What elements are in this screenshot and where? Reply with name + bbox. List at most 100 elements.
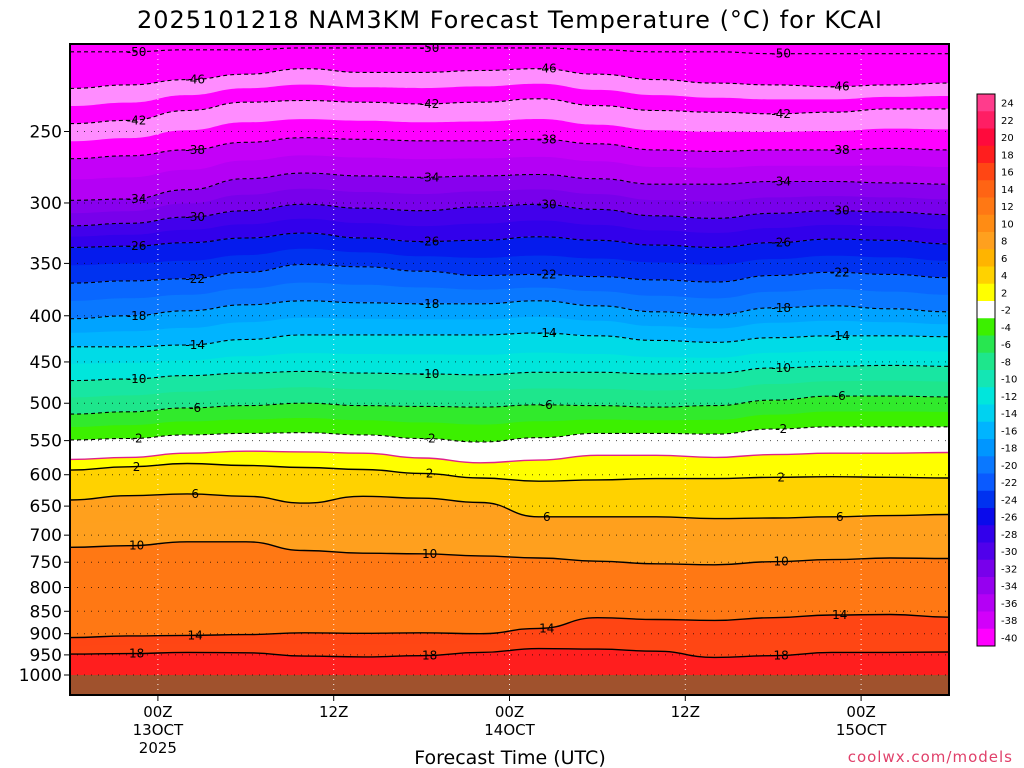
colorbar-label: 14 bbox=[1001, 185, 1014, 196]
colorbar-label: 6 bbox=[1001, 254, 1007, 265]
colorbar-label: 12 bbox=[1001, 202, 1014, 213]
contour-labels: -50 -50 -50 -46 -46 -46 -42 -42 -42 -38 -38 -38 -34 -… bbox=[127, 44, 850, 663]
colorbar-swatch bbox=[977, 318, 995, 336]
colorbar-label: -22 bbox=[1001, 478, 1017, 489]
colorbar-label: -38 bbox=[1001, 616, 1017, 627]
contour-line-0 bbox=[70, 450, 949, 464]
colorbar-label: -30 bbox=[1001, 547, 1017, 558]
x-tick-label: 00Z bbox=[143, 703, 172, 721]
y-tick-label: 500 bbox=[30, 394, 62, 414]
colorbar-swatch bbox=[977, 542, 995, 561]
temperature-subband bbox=[70, 137, 949, 180]
contour-label: -10 bbox=[771, 361, 791, 375]
temperature-band bbox=[70, 451, 949, 482]
contour-label: -46 bbox=[537, 62, 557, 76]
contour-label: -6 bbox=[541, 398, 553, 412]
colorbar-swatch bbox=[977, 301, 995, 319]
contour-label: -50 bbox=[771, 47, 791, 61]
contour-label: -18 bbox=[127, 309, 147, 323]
colorbar-label: 4 bbox=[1001, 271, 1007, 282]
x-tick-date: 13OCT bbox=[133, 721, 184, 739]
x-tick-label: 12Z bbox=[319, 703, 348, 721]
y-tick-label: 250 bbox=[30, 122, 62, 142]
x-tick-date: 14OCT bbox=[484, 721, 535, 739]
colorbar-swatch bbox=[977, 335, 995, 354]
contour-label: 14 bbox=[832, 608, 847, 622]
colorbar-swatch bbox=[977, 473, 995, 492]
colorbar-frame bbox=[976, 93, 996, 647]
contour-label: -38 bbox=[537, 132, 557, 146]
contour-label: -6 bbox=[189, 401, 201, 415]
colorbar-swatch bbox=[977, 559, 995, 578]
colorbar-label: 22 bbox=[1001, 116, 1014, 127]
colorbar-swatch bbox=[977, 197, 995, 216]
colorbar-label: 16 bbox=[1001, 168, 1014, 179]
colorbar: 24 22 20 18 16 14 12 10 8 6 4 2 -2 -4 -6 -8 -10 -12 -14 -16… bbox=[976, 93, 1017, 647]
contour-line--34 bbox=[70, 172, 949, 201]
temperature-band bbox=[70, 44, 949, 54]
contour-line--6 bbox=[70, 395, 949, 415]
colorbar-swatch bbox=[977, 525, 995, 543]
contour-label: 10 bbox=[774, 555, 789, 569]
isotherm-contours bbox=[70, 47, 949, 659]
colorbar-swatch bbox=[977, 214, 995, 233]
contour-line-10 bbox=[70, 541, 949, 566]
contour-line-14 bbox=[70, 613, 949, 639]
contour-label: 14 bbox=[188, 628, 203, 642]
colorbar-swatch bbox=[977, 249, 995, 267]
colorbar-label: -26 bbox=[1001, 513, 1017, 524]
colorbar-swatch bbox=[977, 128, 995, 147]
y-tick-label: 350 bbox=[30, 254, 62, 274]
colorbar-swatch bbox=[977, 577, 995, 595]
colorbar-swatch bbox=[977, 611, 995, 630]
colorbar-label: 20 bbox=[1001, 133, 1014, 144]
colorbar-label: 18 bbox=[1001, 150, 1014, 161]
contour-label: -22 bbox=[830, 265, 850, 279]
contour-label: -22 bbox=[537, 267, 557, 281]
y-tick-label: 850 bbox=[30, 602, 62, 622]
contour-label: 2 bbox=[777, 470, 785, 484]
colorbar-swatch bbox=[977, 145, 995, 164]
colorbar-label: -36 bbox=[1001, 599, 1017, 610]
contour-label: 2 bbox=[426, 466, 434, 480]
x-axis-label: Forecast Time (UTC) bbox=[414, 747, 605, 768]
colorbar-swatch bbox=[977, 283, 995, 302]
contour-label: -18 bbox=[420, 297, 440, 311]
site-credit: coolwx.com/models bbox=[848, 748, 1013, 766]
contour-label: -34 bbox=[771, 174, 791, 188]
plot-area: -50 -50 -50 -46 -46 -46 -42 -42 -42 -38 -38 -38 -34 -… bbox=[70, 44, 949, 695]
temperature-subband bbox=[70, 333, 949, 364]
colorbar-label: -32 bbox=[1001, 564, 1017, 575]
contour-line--46 bbox=[70, 68, 949, 89]
y-axis: 250 300 350 400 450 500 550 600 650 700 750 800 850 9… bbox=[19, 122, 70, 686]
colorbar-label: -20 bbox=[1001, 461, 1017, 472]
contour-label: -42 bbox=[127, 113, 147, 127]
y-tick-label: 950 bbox=[30, 646, 62, 666]
colorbar-label: -24 bbox=[1001, 495, 1017, 506]
contour-label: -10 bbox=[420, 367, 440, 381]
colorbar-label: -40 bbox=[1001, 633, 1017, 644]
contour-label: -30 bbox=[185, 210, 205, 224]
contour-line--18 bbox=[70, 300, 949, 320]
y-tick-label: 600 bbox=[30, 466, 62, 486]
y-tick-label: 750 bbox=[30, 553, 62, 573]
temperature-subband bbox=[70, 68, 949, 106]
colorbar-swatch bbox=[977, 421, 995, 440]
contour-label: -42 bbox=[420, 97, 440, 111]
y-tick-label: 450 bbox=[30, 353, 62, 373]
x-tick-date: 15OCT bbox=[836, 721, 887, 739]
colorbar-label: -4 bbox=[1001, 323, 1011, 334]
contour-line-18 bbox=[70, 647, 949, 659]
y-tick-label: 400 bbox=[30, 307, 62, 327]
y-tick-label: 900 bbox=[30, 625, 62, 645]
contour-label: -38 bbox=[185, 143, 205, 157]
contour-label: -2 bbox=[775, 422, 787, 436]
x-tick-year: 2025 bbox=[139, 739, 177, 757]
contour-label: 18 bbox=[129, 647, 144, 661]
contour-line--42 bbox=[70, 98, 949, 125]
colorbar-swatch bbox=[977, 594, 995, 612]
colorbar-label: 10 bbox=[1001, 219, 1014, 230]
y-tick-label: 1000 bbox=[19, 666, 62, 686]
temperature-band bbox=[70, 47, 949, 89]
colorbar-swatch bbox=[977, 404, 995, 423]
